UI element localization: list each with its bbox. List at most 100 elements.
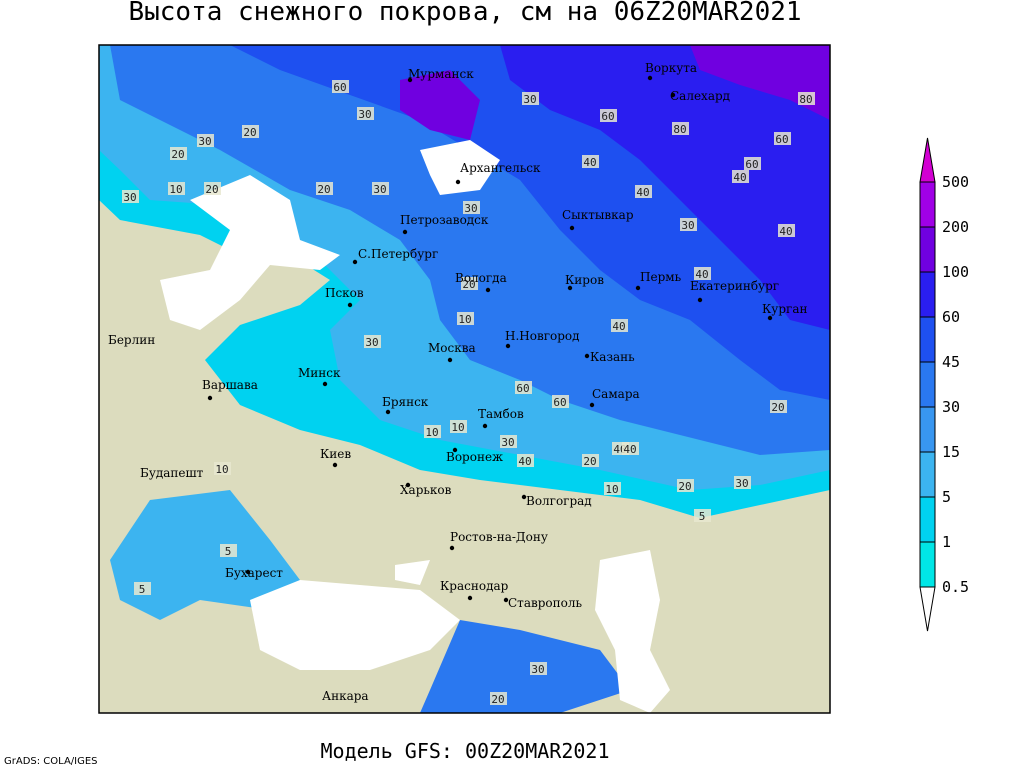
legend-label: 30: [942, 398, 960, 416]
city-dot: [505, 343, 511, 349]
contour-label: 20: [205, 183, 218, 196]
contour-label-bg: [316, 182, 333, 195]
city-dot: [407, 77, 413, 83]
contour-label-bg: [424, 425, 441, 438]
legend-swatch: [919, 496, 936, 543]
contour-label: 30: [735, 477, 748, 490]
contour-label: 10: [451, 421, 464, 434]
cities: Мурманск Воркута Салехард Архангельск Петроз…: [108, 61, 807, 703]
title: Высота снежного покрова, см на 06Z20MAR2…: [128, 0, 801, 27]
city-dot: [503, 597, 509, 603]
contour-label: 40: [733, 171, 746, 184]
city-label: Псков: [325, 286, 364, 300]
city-dot: [569, 225, 575, 231]
contour-label-bg: [798, 92, 815, 105]
caspian-sea: [595, 550, 670, 713]
contour-label: 40: [518, 455, 531, 468]
contour-label-bg: [734, 476, 751, 489]
contour-label: 5: [699, 510, 706, 523]
contour-label: 5: [139, 583, 146, 596]
city-dot: [207, 395, 213, 401]
city-dot: [352, 259, 358, 265]
snow-kola: [400, 70, 480, 140]
city-dot: [245, 569, 251, 575]
contour-label-bg: [220, 544, 237, 557]
city-dot: [455, 179, 461, 185]
legend-top-arrow: [919, 137, 936, 183]
contour-label: 30: [358, 108, 371, 121]
map-frame: [98, 44, 831, 714]
contour-label-bg: [611, 319, 628, 332]
contour-label: 30: [464, 202, 477, 215]
contour-label: 30: [198, 135, 211, 148]
city-label: Киров: [565, 273, 604, 287]
legend-label: 45: [942, 353, 960, 371]
credit: GrADS: COLA/IGES: [4, 756, 98, 767]
contour-label-bg: [744, 157, 761, 170]
contour-label-bg: [170, 147, 187, 160]
contour-label: 60: [553, 396, 566, 409]
city-dot: [385, 409, 391, 415]
city-dot: [467, 595, 473, 601]
legend-swatch: [919, 271, 936, 318]
contour-label: 20: [243, 126, 256, 139]
city-dot: [584, 353, 590, 359]
contour-label-bg: [778, 224, 795, 237]
city-label: Краснодар: [440, 579, 509, 593]
contour-label-bg: [450, 420, 467, 433]
contour-label: 30: [523, 93, 536, 106]
city-label: Пермь: [640, 270, 682, 284]
legend-label: 0.5: [942, 578, 969, 596]
city-dot: [567, 285, 573, 291]
contour-label-bg: [770, 400, 787, 413]
legend-swatch: [919, 451, 936, 498]
contour-label: 30: [681, 219, 694, 232]
contour-label: 30: [373, 183, 386, 196]
contour-label-bg: [122, 190, 139, 203]
contour-label-bg: [461, 277, 478, 290]
city-label: Бухарест: [225, 566, 283, 580]
city-label: Воронеж: [446, 450, 503, 464]
city-label: Харьков: [400, 483, 452, 497]
contour-label-bg: [463, 201, 480, 214]
footer-model: Модель GFS: 00Z20MAR2021: [321, 739, 610, 763]
contour-label: 10: [215, 463, 228, 476]
contour-label-bg: [677, 479, 694, 492]
white-sea: [420, 140, 500, 195]
contour-label-bg: [204, 182, 221, 195]
contour-label: 20: [678, 480, 691, 493]
contour-label-bg: [522, 92, 539, 105]
contour-label: 40: [583, 156, 596, 169]
city-dot: [482, 423, 488, 429]
contour-label-bg: [530, 662, 547, 675]
contour-label-bg: [357, 107, 374, 120]
city-label: Варшава: [202, 378, 258, 392]
legend-swatch: [919, 316, 936, 363]
contour-label-bg: [457, 312, 474, 325]
city-dot: [405, 482, 411, 488]
contour-label-bg: [197, 134, 214, 147]
snow-6: [690, 45, 830, 120]
city-label: Будапешт: [140, 466, 204, 480]
city-dot: [635, 285, 641, 291]
contour-label: 10: [458, 313, 471, 326]
city-dot: [485, 287, 491, 293]
contour-label-bg: [168, 182, 185, 195]
contour-label-bg: [242, 125, 259, 138]
contour-label: 60: [516, 382, 529, 395]
legend-label: 5: [942, 488, 951, 506]
legend-swatch: [919, 406, 936, 453]
city-dot: [767, 315, 773, 321]
contour-label: 40: [695, 268, 708, 281]
legend: 500 200 100 60 45 30 15 5 1 0.5: [919, 137, 969, 632]
city-label: Ставрополь: [508, 596, 582, 610]
contour-label-bg: [680, 218, 697, 231]
city-label: Петрозаводск: [400, 213, 489, 227]
contour-label-bg: [672, 122, 689, 135]
contour-label: 30: [123, 191, 136, 204]
city-label: Казань: [590, 350, 635, 364]
contour-label-bg: [732, 170, 749, 183]
